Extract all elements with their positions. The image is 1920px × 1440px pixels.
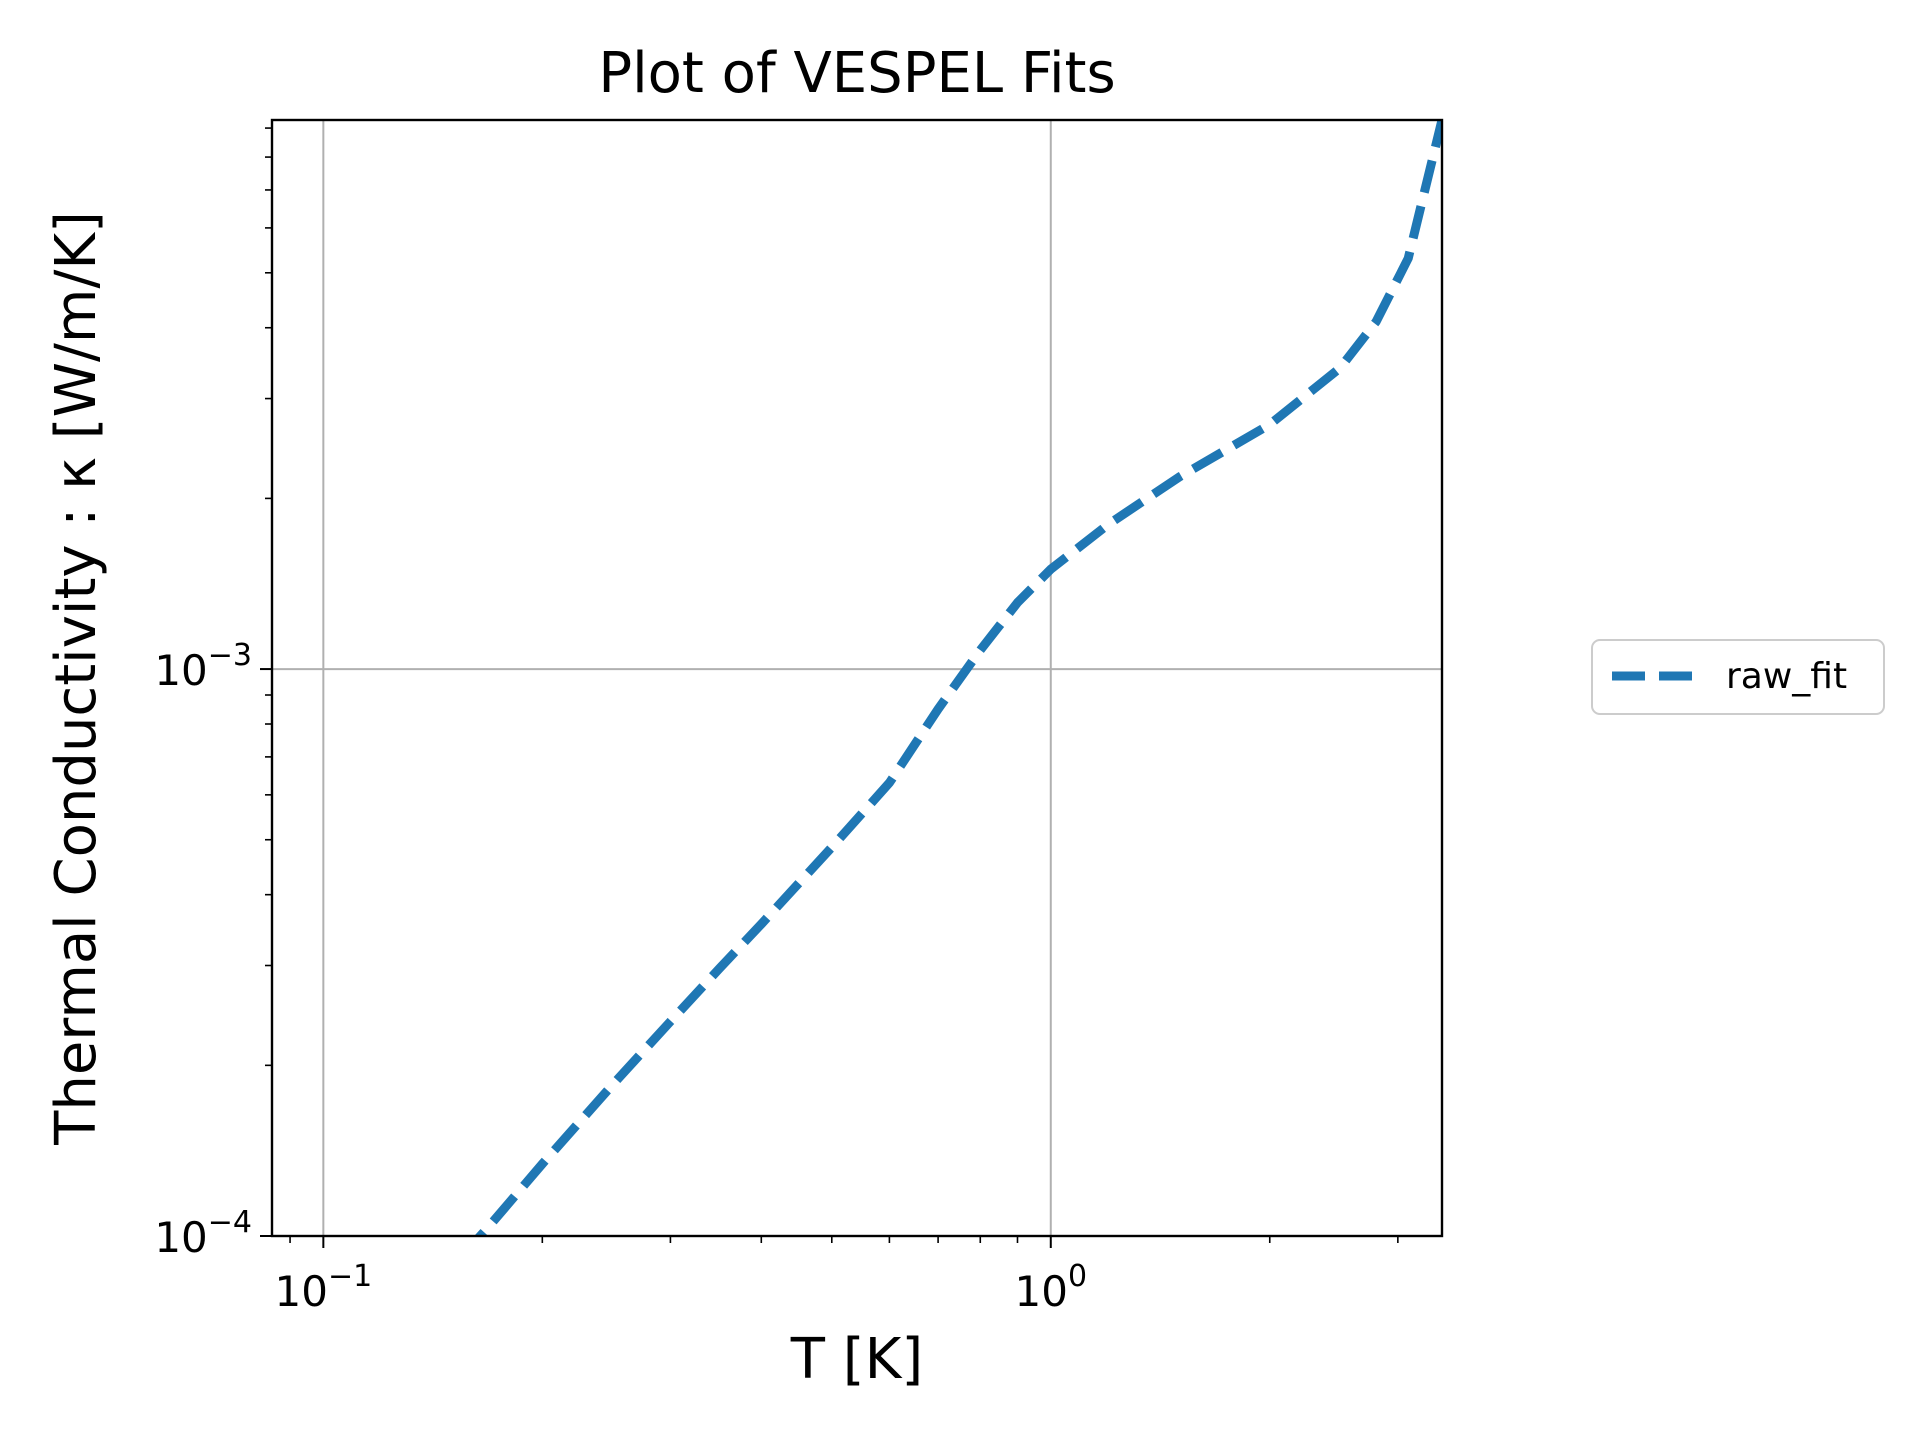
legend: raw_fit: [1591, 639, 1885, 715]
x-axis-label: T [K]: [790, 1327, 923, 1392]
series-layer: [474, 120, 1442, 1236]
major-ticks: [260, 668, 1052, 1248]
chart-title: Plot of VESPEL Fits: [598, 41, 1115, 106]
series-line-raw-fit: [474, 120, 1442, 1236]
y-tick-label: 10−3: [154, 638, 252, 695]
x-tick-label: 10−1: [274, 1259, 372, 1316]
x-tick-label: 100: [1015, 1259, 1088, 1316]
grid: [272, 120, 1442, 1237]
plot-frame: [270, 118, 1444, 1238]
tick-labels: 10−1 100 10−4 10−3: [154, 638, 1087, 1316]
legend-box: [1591, 639, 1885, 715]
y-tick-label: 10−4: [154, 1205, 252, 1262]
legend-label-raw-fit: raw_fit: [1726, 656, 1847, 697]
minor-ticks: [265, 127, 1399, 1243]
y-axis-label: Thermal Conductivity : κ [W/m/K]: [44, 211, 109, 1146]
